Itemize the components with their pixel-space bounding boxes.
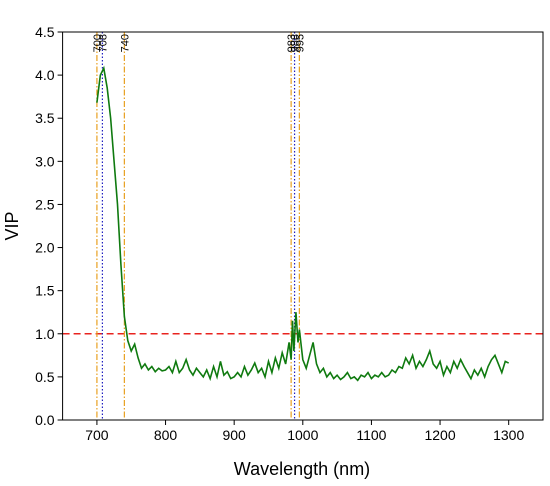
x-tick-label: 700 — [85, 427, 109, 443]
x-tick-label: 900 — [222, 427, 246, 443]
y-tick-label: 4.0 — [35, 67, 55, 83]
marker-label: 740 — [119, 34, 131, 52]
y-tick-label: 3.5 — [35, 110, 55, 126]
y-tick-label: 0.0 — [35, 412, 55, 428]
y-tick-label: 1.5 — [35, 283, 55, 299]
y-tick-label: 0.5 — [35, 369, 55, 385]
y-tick-label: 2.5 — [35, 196, 55, 212]
x-tick-label: 800 — [154, 427, 178, 443]
x-tick-label: 1100 — [356, 427, 386, 443]
marker-label: 700 — [92, 34, 104, 52]
y-tick-label: 1.0 — [35, 326, 55, 342]
data-line — [96, 65, 510, 382]
marker-label: 983 — [286, 34, 298, 52]
x-tick-label: 1300 — [493, 427, 524, 443]
x-axis-label: Wavelength (nm) — [234, 459, 370, 479]
y-tick-label: 3.0 — [35, 153, 55, 169]
x-tick-label: 1000 — [287, 427, 318, 443]
y-tick-label: 4.5 — [35, 24, 55, 40]
marker-label: 995 — [294, 34, 306, 52]
y-tick-label: 2.0 — [35, 240, 55, 256]
marker-label: 988 — [290, 34, 302, 52]
y-axis-label: VIP — [2, 211, 22, 240]
marker-label: 708 — [97, 34, 109, 52]
x-tick-label: 1200 — [424, 427, 455, 443]
